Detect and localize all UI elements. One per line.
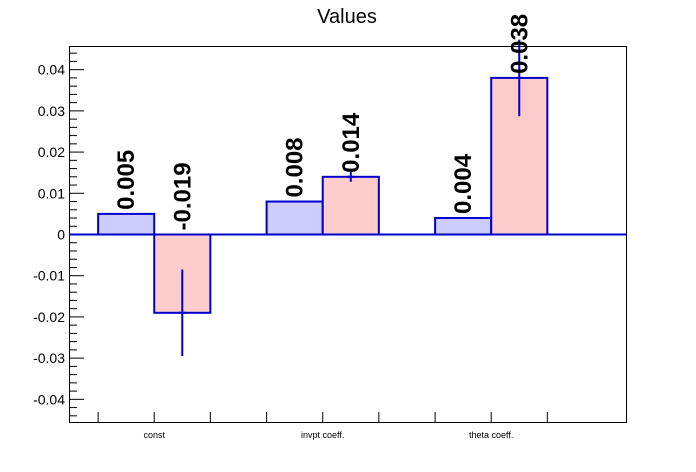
y-tick-label: -0.01 <box>33 268 65 284</box>
data-label: 0.004 <box>450 153 477 214</box>
chart-title: Values <box>317 6 377 28</box>
y-tick-label: 0 <box>57 227 65 243</box>
x-axis: const invpt coeff. theta coeff. <box>97 412 548 440</box>
bar <box>434 217 493 236</box>
data-label: 0.005 <box>113 150 140 210</box>
data-label: 0.008 <box>282 137 309 197</box>
bar <box>321 175 380 236</box>
y-tick-label: 0.04 <box>38 62 65 78</box>
bar <box>265 200 324 236</box>
data-label: -0.019 <box>169 162 196 230</box>
data-label: 0.038 <box>506 14 533 74</box>
y-tick-label: -0.04 <box>33 391 65 407</box>
y-tick-label: 0.02 <box>38 144 65 160</box>
bars <box>97 76 549 314</box>
bar <box>97 212 156 236</box>
y-tick-label: -0.03 <box>33 350 65 366</box>
x-tick-label: theta coeff. <box>469 430 513 440</box>
error-bars <box>178 39 524 357</box>
y-tick-label: -0.02 <box>33 309 65 325</box>
y-tick-label: 0.01 <box>38 185 65 201</box>
plot-frame <box>69 46 627 423</box>
x-tick-label: invpt coeff. <box>301 430 344 440</box>
data-labels: 0.005 0.008 0.004 -0.019 0.014 0.038 <box>113 14 533 231</box>
y-tick-label: 0.03 <box>38 103 65 119</box>
data-label: 0.014 <box>338 112 365 173</box>
x-tick-label: const <box>143 430 165 440</box>
